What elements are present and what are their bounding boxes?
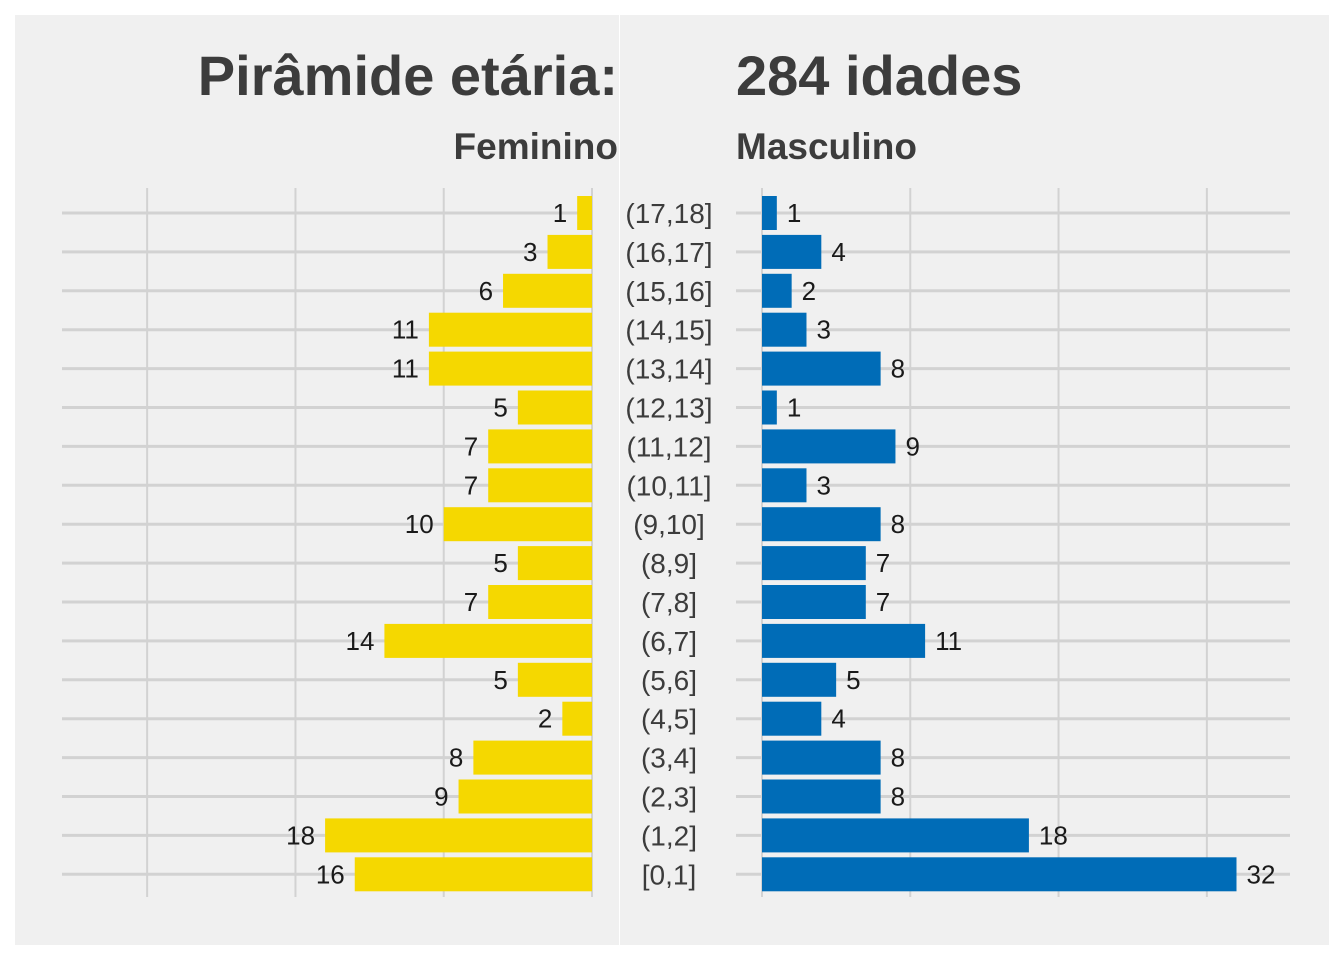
bar-masculino bbox=[762, 857, 1237, 892]
data-label-feminino: 7 bbox=[464, 587, 478, 617]
data-label-feminino: 7 bbox=[464, 431, 478, 461]
age-group-label: (17,18] bbox=[625, 198, 712, 229]
bar-feminino bbox=[458, 779, 592, 814]
chart-title-left: Pirâmide etária: bbox=[197, 44, 618, 107]
data-label-feminino: 5 bbox=[493, 665, 507, 695]
bar-masculino bbox=[762, 585, 866, 619]
data-label-masculino: 1 bbox=[787, 393, 801, 423]
bar-masculino bbox=[762, 779, 881, 814]
age-group-label: (13,14] bbox=[625, 354, 712, 385]
age-group-label: (5,6] bbox=[641, 665, 697, 696]
chart-title-right: 284 idades bbox=[736, 44, 1023, 107]
age-group-label: (16,17] bbox=[625, 237, 712, 268]
data-label-masculino: 4 bbox=[831, 704, 845, 734]
data-label-feminino: 5 bbox=[493, 393, 507, 423]
bar-masculino bbox=[762, 351, 881, 386]
data-label-feminino: 5 bbox=[493, 548, 507, 578]
data-label-feminino: 6 bbox=[479, 276, 493, 306]
age-group-label: (6,7] bbox=[641, 626, 697, 657]
series-label-masculino: Masculino bbox=[736, 126, 917, 167]
bar-masculino bbox=[762, 623, 926, 658]
bar-masculino bbox=[762, 196, 777, 230]
right-panel-background bbox=[620, 15, 1329, 945]
bar-feminino bbox=[547, 234, 592, 269]
bar-feminino bbox=[488, 429, 592, 464]
age-group-label: (9,10] bbox=[633, 509, 705, 540]
data-label-feminino: 1 bbox=[553, 198, 567, 228]
bar-masculino bbox=[762, 390, 777, 425]
bar-masculino bbox=[762, 507, 881, 542]
data-label-feminino: 11 bbox=[392, 315, 419, 345]
data-label-masculino: 7 bbox=[876, 548, 890, 578]
data-label-masculino: 5 bbox=[846, 665, 860, 695]
data-label-masculino: 8 bbox=[891, 354, 905, 384]
data-label-feminino: 10 bbox=[405, 509, 434, 539]
data-label-feminino: 8 bbox=[449, 743, 463, 773]
data-label-masculino: 8 bbox=[891, 782, 905, 812]
data-label-feminino: 16 bbox=[316, 859, 345, 889]
data-label-feminino: 7 bbox=[464, 470, 478, 500]
age-group-label: (8,9] bbox=[641, 548, 697, 579]
data-label-feminino: 14 bbox=[345, 626, 374, 656]
bar-masculino bbox=[762, 312, 807, 347]
bar-feminino bbox=[473, 740, 592, 775]
data-label-feminino: 9 bbox=[434, 782, 448, 812]
age-group-label: (7,8] bbox=[641, 587, 697, 618]
bar-feminino bbox=[517, 662, 592, 697]
bar-feminino bbox=[354, 857, 592, 892]
bar-feminino bbox=[428, 351, 592, 386]
data-label-feminino: 3 bbox=[523, 237, 537, 267]
data-label-masculino: 4 bbox=[831, 237, 845, 267]
bar-feminino bbox=[384, 623, 592, 658]
bar-feminino bbox=[443, 507, 592, 542]
age-group-label: (15,16] bbox=[625, 276, 712, 307]
age-group-label: (10,11] bbox=[626, 470, 711, 501]
data-label-masculino: 2 bbox=[802, 276, 816, 306]
age-group-label: (4,5] bbox=[641, 704, 697, 735]
bar-masculino bbox=[762, 468, 807, 503]
data-label-feminino: 2 bbox=[538, 704, 552, 734]
age-group-label: (1,2] bbox=[641, 820, 697, 851]
data-label-masculino: 3 bbox=[816, 315, 830, 345]
bar-masculino bbox=[762, 234, 822, 269]
age-group-label: [0,1] bbox=[642, 859, 696, 890]
age-group-label: (11,12] bbox=[626, 431, 711, 462]
data-label-masculino: 7 bbox=[876, 587, 890, 617]
bar-masculino bbox=[762, 701, 822, 736]
bar-feminino bbox=[488, 585, 592, 619]
bar-masculino bbox=[762, 429, 896, 464]
bar-masculino bbox=[762, 662, 837, 697]
age-group-label: (12,13] bbox=[625, 393, 712, 424]
series-label-feminino: Feminino bbox=[453, 126, 618, 167]
bar-feminino bbox=[577, 196, 592, 230]
data-label-masculino: 8 bbox=[891, 743, 905, 773]
bar-masculino bbox=[762, 273, 792, 308]
bar-feminino bbox=[488, 468, 592, 503]
data-label-masculino: 3 bbox=[816, 470, 830, 500]
data-label-masculino: 1 bbox=[787, 198, 801, 228]
data-label-masculino: 9 bbox=[905, 431, 919, 461]
bar-feminino bbox=[517, 546, 592, 581]
bar-feminino bbox=[517, 390, 592, 425]
data-label-masculino: 11 bbox=[935, 626, 962, 656]
data-label-feminino: 18 bbox=[286, 820, 315, 850]
bar-feminino bbox=[503, 273, 592, 308]
bar-masculino bbox=[762, 546, 866, 581]
data-label-masculino: 18 bbox=[1039, 820, 1068, 850]
age-group-label: (2,3] bbox=[641, 782, 697, 813]
data-label-feminino: 11 bbox=[392, 354, 419, 384]
data-label-masculino: 32 bbox=[1247, 859, 1276, 889]
bar-feminino bbox=[562, 701, 592, 736]
data-label-masculino: 8 bbox=[891, 509, 905, 539]
bar-masculino bbox=[762, 740, 881, 775]
age-group-label: (3,4] bbox=[641, 743, 697, 774]
age-group-label: (14,15] bbox=[625, 315, 712, 346]
bar-feminino bbox=[428, 312, 592, 347]
bar-feminino bbox=[325, 818, 592, 853]
bar-masculino bbox=[762, 818, 1029, 853]
